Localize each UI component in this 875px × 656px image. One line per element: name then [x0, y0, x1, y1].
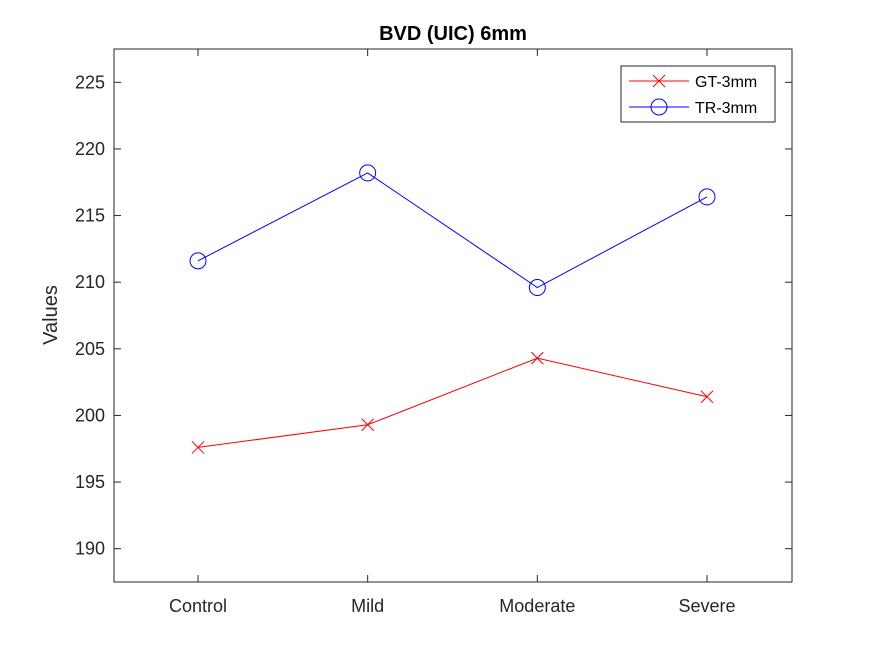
series-2	[189, 164, 716, 297]
data-point	[191, 441, 205, 454]
x-marker-stroke	[191, 441, 205, 454]
y-tick-label: 205	[75, 339, 105, 359]
data-point	[359, 164, 377, 182]
chart-title: BVD (UIC) 6mm	[379, 23, 527, 45]
legend-item: TR-3mm	[629, 98, 757, 117]
data-point	[528, 279, 546, 297]
series-layer	[189, 164, 716, 454]
data-point	[700, 390, 714, 404]
x-tick-label: Control	[169, 596, 227, 616]
legend-marker	[650, 98, 668, 116]
legend-marker	[652, 74, 666, 88]
legend: GT-3mm TR-3mm	[620, 65, 776, 123]
legend-item: GT-3mm	[629, 74, 757, 91]
data-point	[698, 188, 716, 206]
y-tick-label: 210	[75, 272, 105, 292]
data-point	[189, 252, 207, 270]
data-point	[530, 351, 544, 365]
y-tick-label: 200	[75, 405, 105, 425]
x-tick-label: Mild	[351, 596, 384, 616]
series-line	[197, 172, 708, 289]
y-tick-label: 195	[75, 472, 105, 492]
y-tick-label: 225	[75, 72, 105, 92]
plot-background	[114, 49, 792, 582]
x-marker-stroke	[530, 351, 544, 365]
y-axis-ticks: 190 195 200 205 210 215 220 225	[75, 72, 792, 559]
series-line	[197, 357, 708, 448]
legend-label: TR-3mm	[695, 100, 757, 117]
legend-box	[620, 65, 776, 123]
y-tick-label: 190	[75, 539, 105, 559]
x-tick-label: Severe	[678, 596, 735, 616]
legend-label: GT-3mm	[695, 74, 757, 91]
x-tick-label: Moderate	[499, 596, 575, 616]
series-1	[191, 351, 714, 454]
x-marker-stroke	[361, 418, 375, 432]
plot-frame	[113, 48, 793, 583]
data-point	[361, 418, 375, 432]
x-marker-stroke	[700, 390, 714, 404]
y-tick-label: 220	[75, 139, 105, 159]
x-axis-ticks: Control Mild Moderate Severe	[169, 49, 736, 616]
y-axis-label: Values	[40, 285, 62, 345]
x-marker-stroke	[652, 74, 666, 88]
y-tick-label: 215	[75, 206, 105, 226]
